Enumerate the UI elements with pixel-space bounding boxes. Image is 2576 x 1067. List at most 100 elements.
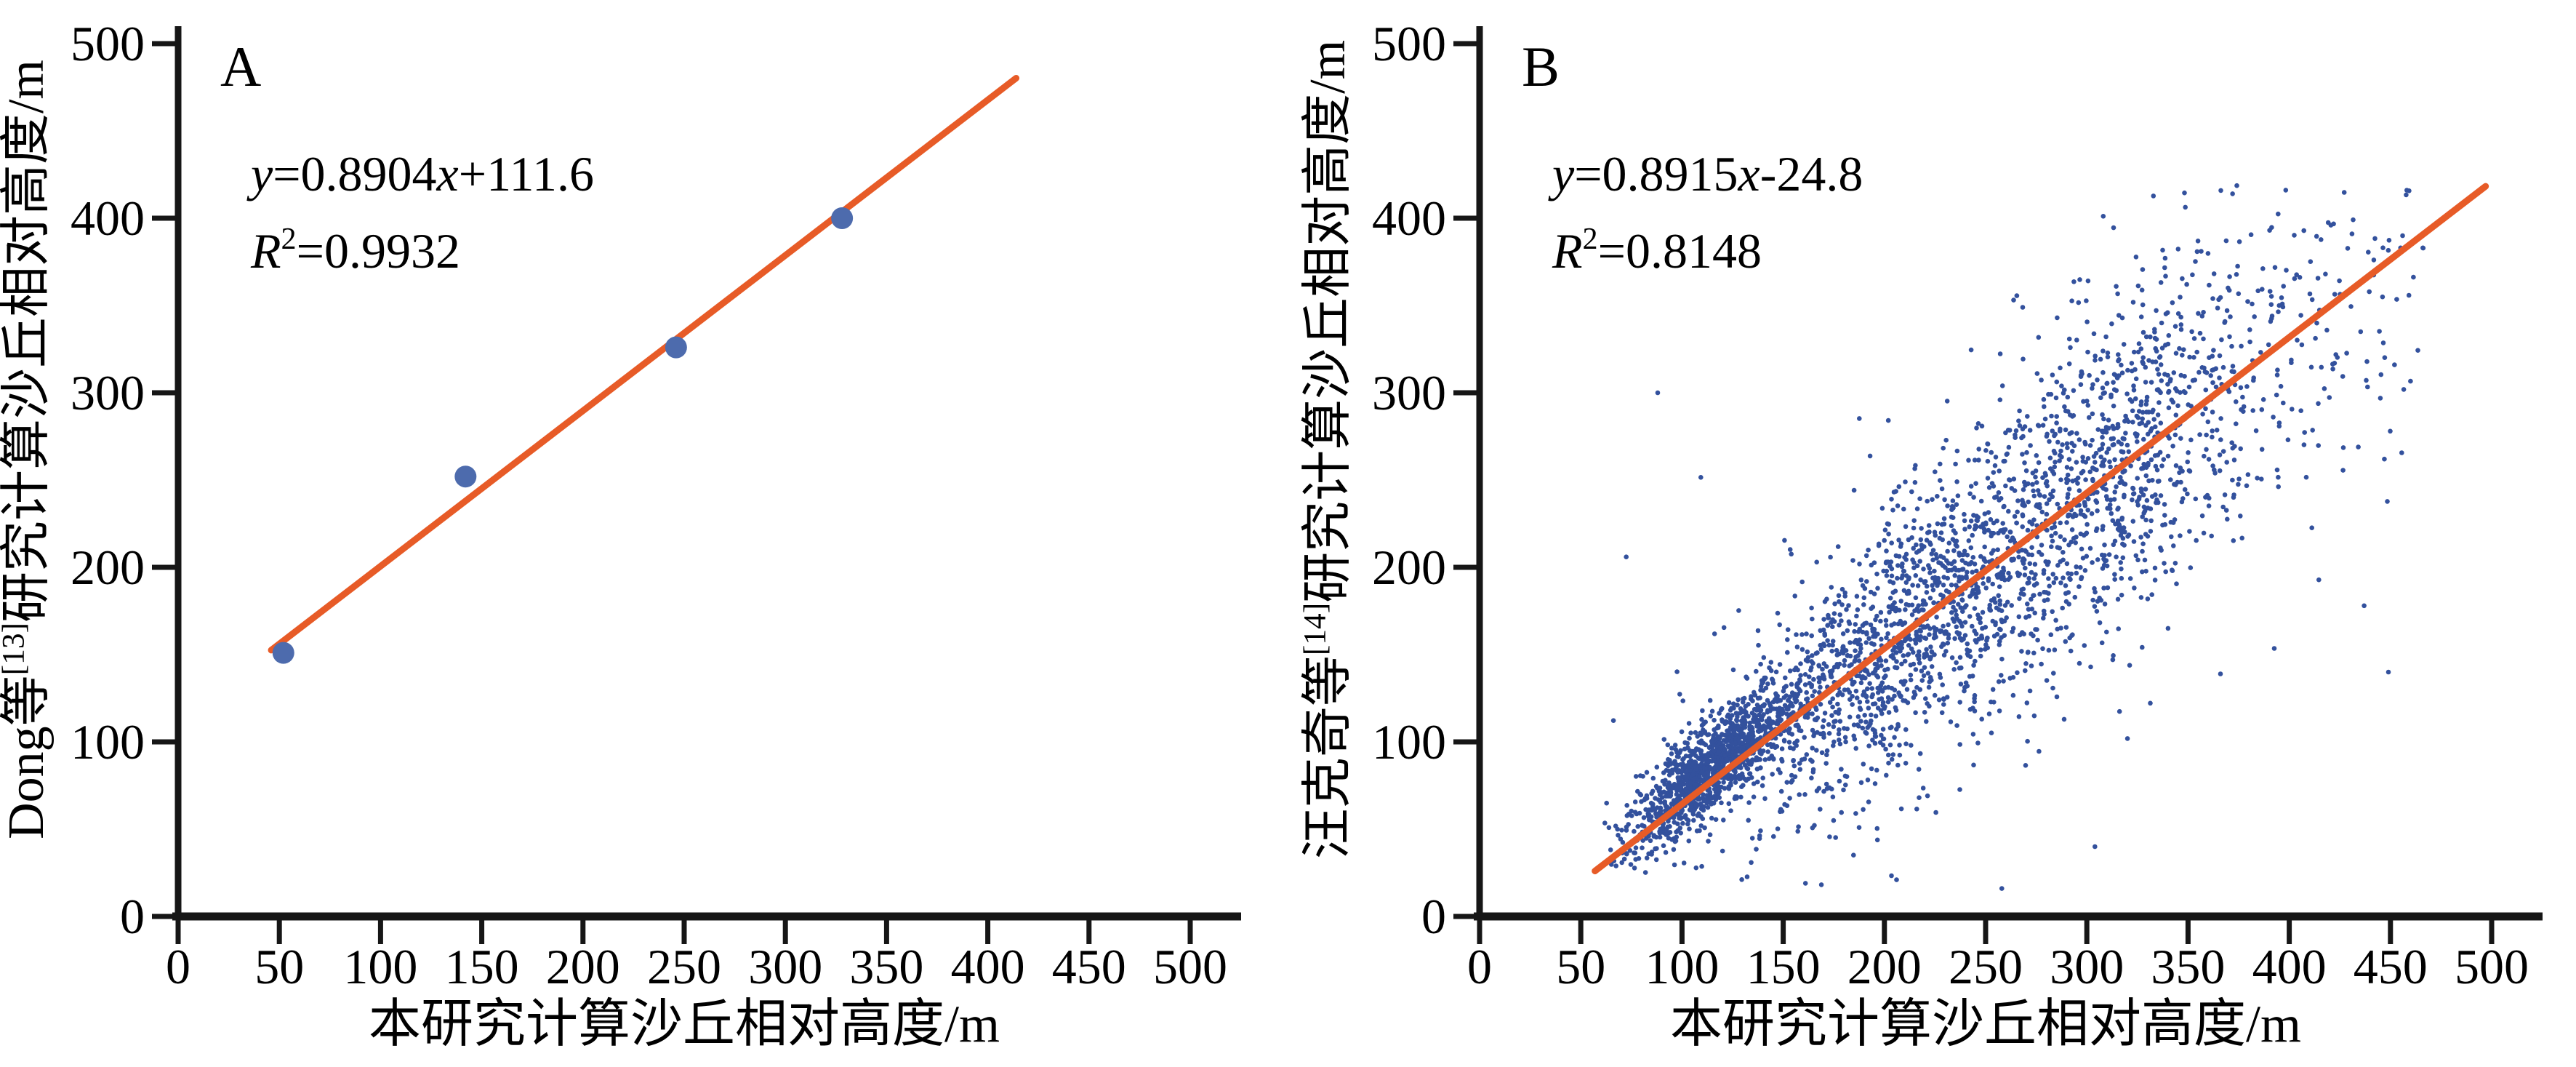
scatter-point bbox=[2066, 478, 2071, 483]
scatter-point bbox=[1997, 642, 2002, 647]
scatter-point bbox=[1667, 762, 1673, 767]
scatter-point bbox=[2332, 292, 2338, 297]
scatter-point bbox=[2073, 477, 2079, 483]
scatter-point bbox=[2029, 545, 2034, 550]
scatter-point bbox=[2105, 350, 2111, 356]
scatter-point bbox=[2006, 508, 2011, 514]
scatter-point bbox=[2050, 572, 2055, 577]
scatter-point bbox=[1797, 727, 1802, 733]
scatter-point bbox=[2173, 351, 2179, 356]
scatter-point bbox=[1911, 518, 1917, 523]
scatter-point bbox=[2302, 430, 2307, 435]
scatter-point bbox=[2014, 520, 2019, 526]
scatter-point bbox=[1604, 800, 1609, 806]
scatter-point bbox=[1962, 527, 1967, 532]
scatter-point bbox=[2163, 569, 2168, 575]
scatter-point bbox=[1935, 583, 1940, 588]
scatter-point bbox=[1889, 623, 1894, 628]
scatter-point bbox=[1661, 843, 1666, 848]
scatter-point bbox=[1818, 642, 1823, 648]
scatter-point bbox=[2202, 369, 2208, 375]
scatter-point bbox=[2066, 542, 2071, 548]
scatter-point bbox=[1938, 628, 1943, 634]
scatter-point bbox=[2285, 437, 2291, 442]
scatter-point bbox=[2094, 500, 2100, 505]
scatter-point bbox=[1939, 644, 1944, 650]
scatter-point bbox=[1997, 602, 2003, 607]
scatter-point bbox=[1791, 758, 1796, 764]
scatter-point bbox=[1896, 538, 1901, 543]
scatter-point bbox=[1749, 836, 1755, 841]
scatter-point bbox=[1954, 543, 1959, 549]
scatter-point bbox=[2165, 453, 2171, 459]
scatter-point bbox=[1802, 714, 1808, 720]
scatter-point bbox=[1831, 743, 1836, 748]
scatter-point bbox=[1933, 532, 1938, 538]
scatter-point bbox=[1850, 702, 1855, 707]
scatter-point bbox=[1930, 583, 1935, 588]
scatter-point bbox=[1641, 815, 1647, 820]
scatter-point bbox=[2104, 497, 2110, 502]
scatter-point bbox=[2146, 358, 2151, 363]
scatter-point bbox=[2022, 460, 2027, 465]
scatter-point bbox=[1638, 792, 1644, 798]
scatter-point bbox=[1999, 673, 2004, 678]
scatter-point bbox=[1726, 801, 1732, 807]
scatter-point bbox=[2175, 247, 2181, 252]
scatter-point bbox=[1924, 719, 1929, 724]
scatter-point bbox=[2053, 460, 2058, 465]
scatter-point bbox=[1763, 685, 1769, 691]
scatter-point bbox=[2066, 590, 2071, 595]
scatter-point bbox=[1950, 498, 1956, 503]
scatter-point bbox=[2141, 436, 2146, 442]
scatter-point bbox=[1962, 548, 1967, 554]
scatter-point bbox=[1644, 770, 1650, 775]
scatter-point bbox=[1792, 667, 1797, 673]
scatter-point bbox=[2199, 313, 2205, 319]
scatter-point bbox=[1879, 505, 1885, 511]
scatter-point bbox=[1904, 591, 1910, 596]
scatter-point bbox=[1643, 807, 1648, 812]
scatter-point bbox=[1660, 778, 1666, 784]
scatter-point bbox=[1897, 752, 1903, 758]
scatter-point bbox=[1821, 674, 1826, 679]
scatter-point bbox=[2126, 419, 2131, 424]
scatter-point bbox=[2079, 371, 2085, 377]
scatter-point bbox=[1883, 674, 1888, 679]
scatter-point bbox=[1839, 586, 1845, 592]
scatter-point bbox=[1708, 767, 1713, 772]
scatter-point bbox=[1789, 682, 1794, 687]
scatter-point bbox=[1809, 659, 1814, 664]
x-tick-label: 200 bbox=[546, 939, 620, 994]
scatter-point bbox=[1775, 693, 1780, 699]
scatter-point bbox=[2086, 496, 2091, 502]
scatter-point bbox=[1807, 674, 1812, 679]
scatter-point bbox=[1968, 518, 1974, 524]
scatter-point bbox=[2088, 664, 2093, 670]
scatter-point bbox=[1707, 698, 1713, 703]
scatter-point bbox=[1764, 719, 1770, 724]
scatter-point bbox=[1952, 636, 1957, 642]
scatter-point bbox=[2042, 494, 2047, 499]
scatter-point bbox=[1706, 796, 1712, 801]
scatter-point bbox=[1885, 695, 1891, 700]
scatter-point bbox=[2289, 357, 2294, 363]
scatter-point bbox=[2229, 343, 2234, 349]
scatter-point bbox=[1927, 529, 1932, 535]
scatter-point bbox=[2217, 468, 2223, 473]
scatter-point bbox=[2356, 444, 2361, 449]
scatter-point bbox=[2172, 561, 2178, 566]
scatter-point bbox=[1861, 762, 1866, 767]
scatter-point bbox=[1693, 802, 1699, 808]
scatter-point bbox=[2210, 409, 2215, 415]
scatter-point bbox=[1774, 699, 1780, 704]
scatter-point bbox=[1962, 620, 1968, 625]
scatter-point bbox=[1946, 622, 1951, 628]
scatter-point bbox=[1712, 631, 1717, 636]
scatter-point bbox=[2089, 511, 2095, 516]
scatter-point bbox=[1701, 798, 1706, 804]
scatter-point bbox=[1875, 685, 1880, 691]
scatter-point bbox=[1892, 600, 1897, 605]
scatter-point bbox=[1982, 511, 1988, 516]
scatter-point bbox=[1761, 723, 1767, 729]
